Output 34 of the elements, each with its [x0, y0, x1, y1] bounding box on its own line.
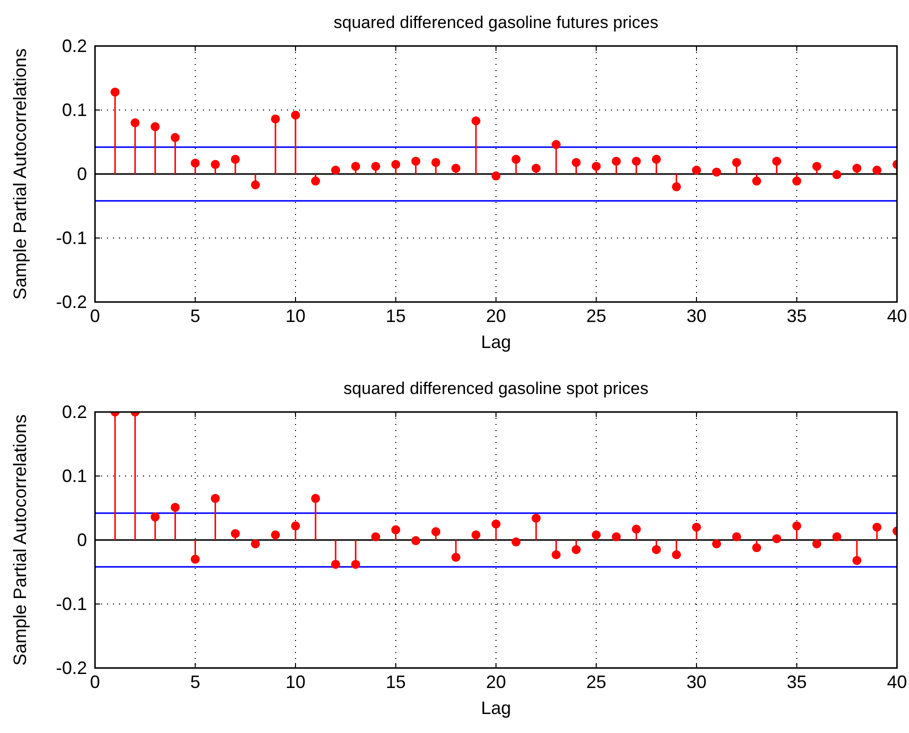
x-tick-label: 15	[386, 672, 406, 692]
x-tick-label: 30	[686, 672, 707, 692]
x-tick-label: 35	[786, 306, 807, 326]
x-tick-label: 25	[586, 306, 606, 326]
x-tick-label: 40	[886, 672, 908, 692]
x-tick-label: 5	[190, 672, 200, 692]
x-tick-label: 0	[90, 306, 100, 326]
x-axis-title: Lag	[480, 698, 512, 718]
y-tick-label: 0	[76, 164, 87, 184]
x-tick-label: 40	[886, 306, 908, 326]
x-tick-label: 20	[486, 306, 506, 326]
y-tick-label: -0.1	[56, 228, 87, 248]
y-tick-label: 0.2	[62, 36, 87, 56]
y-tick-label: 0.1	[62, 466, 87, 486]
y-axis-title: Sample Partial Autocorrelations	[10, 414, 30, 666]
x-tick-label: 20	[486, 672, 506, 692]
y-tick-label: -0.2	[56, 658, 87, 678]
y-tick-label: -0.2	[56, 292, 87, 312]
x-tick-label: 25	[586, 672, 606, 692]
y-axis-title: Sample Partial Autocorrelations	[10, 48, 30, 300]
x-tick-label: 10	[285, 306, 306, 326]
x-tick-label: 0	[90, 672, 100, 692]
y-tick-label: -0.1	[56, 594, 87, 614]
x-tick-label: 35	[786, 672, 807, 692]
x-tick-label: 10	[285, 672, 306, 692]
x-tick-label: 5	[190, 306, 200, 326]
y-tick-label: 0.1	[62, 100, 87, 120]
chart-title: squared differenced gasoline futures prices	[334, 13, 658, 32]
x-tick-label: 15	[386, 306, 406, 326]
x-axis-title: Lag	[480, 332, 512, 352]
x-tick-label: 30	[686, 306, 707, 326]
chart-title: squared differenced gasoline spot prices	[344, 379, 648, 398]
y-tick-label: 0.2	[62, 402, 87, 422]
y-tick-label: 0	[76, 530, 87, 550]
